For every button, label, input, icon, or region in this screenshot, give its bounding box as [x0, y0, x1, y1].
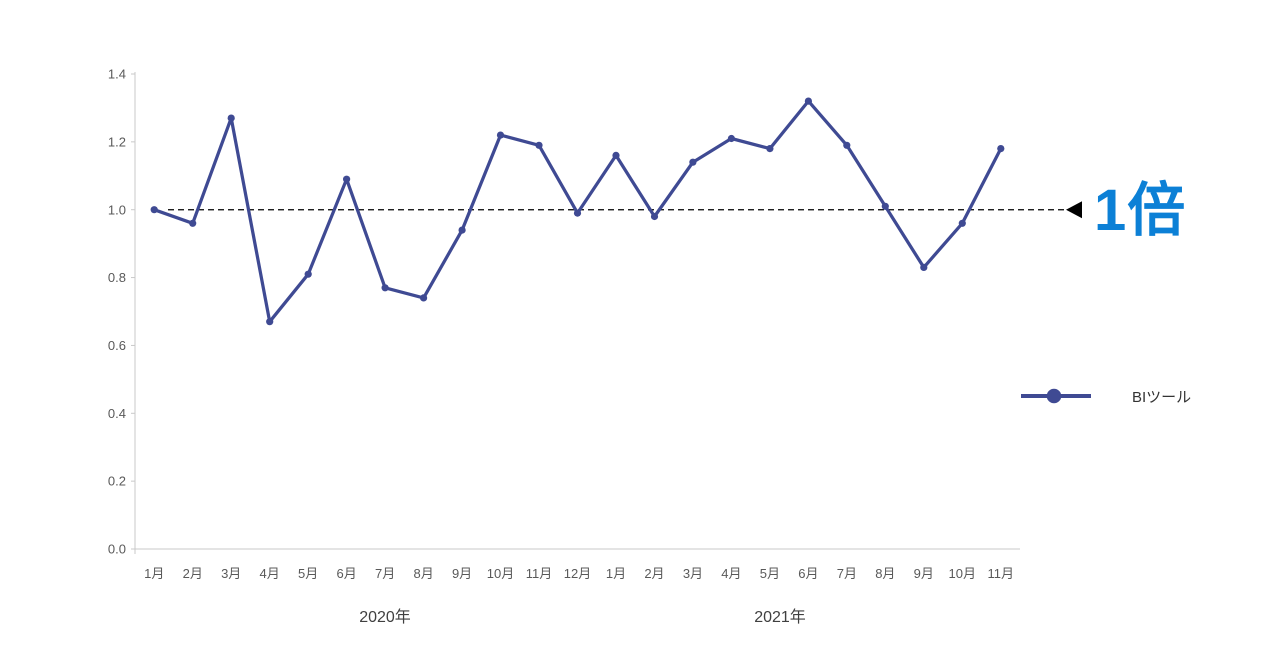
data-point-marker	[612, 151, 620, 159]
x-tick-label: 10月	[487, 566, 514, 581]
legend-line-marker-icon	[1021, 388, 1091, 404]
data-point-marker	[689, 158, 697, 166]
data-point-marker	[227, 114, 235, 122]
data-point-marker	[535, 141, 543, 149]
x-tick-label: 5月	[760, 566, 780, 581]
x-tick-label: 4月	[721, 566, 741, 581]
x-tick-label: 11月	[526, 566, 553, 581]
x-tick-label: 10月	[949, 566, 976, 581]
year-label: 2021年	[754, 608, 806, 626]
x-tick-label: 2月	[644, 566, 664, 581]
data-point-marker	[881, 202, 889, 210]
year-label: 2020年	[359, 608, 411, 626]
y-tick-label: 0.0	[108, 542, 126, 557]
y-tick-label: 0.2	[108, 474, 126, 489]
reference-arrow-icon	[1066, 201, 1082, 219]
x-tick-label: 6月	[798, 566, 818, 581]
x-tick-label: 9月	[452, 566, 472, 581]
reference-line-label: 1倍	[1094, 178, 1187, 243]
x-tick-label: 11月	[988, 566, 1015, 581]
data-point-marker	[343, 175, 351, 183]
x-tick-label: 7月	[375, 566, 395, 581]
data-point-marker	[843, 141, 851, 149]
x-tick-label: 5月	[298, 566, 318, 581]
data-point-marker	[266, 318, 274, 326]
x-tick-label: 2月	[183, 566, 203, 581]
data-point-marker	[804, 97, 813, 105]
x-tick-label: 12月	[564, 566, 591, 581]
legend-series-label: BIツール	[1132, 388, 1192, 406]
x-tick-label: 9月	[914, 566, 934, 581]
data-point-marker	[150, 206, 158, 214]
x-tick-label: 3月	[683, 566, 703, 581]
data-point-marker	[958, 219, 966, 227]
x-tick-label: 3月	[221, 566, 241, 581]
data-point-marker	[496, 131, 505, 139]
y-tick-label: 1.0	[108, 202, 126, 217]
x-tick-label: 6月	[337, 566, 357, 581]
y-tick-label: 1.4	[108, 67, 126, 82]
x-tick-label: 4月	[260, 566, 280, 581]
y-tick-label: 1.2	[108, 134, 126, 149]
data-point-marker	[420, 294, 428, 302]
data-point-marker	[727, 134, 736, 143]
data-point-marker	[920, 263, 928, 271]
y-tick-label: 0.6	[108, 338, 126, 353]
x-tick-label: 8月	[875, 566, 895, 581]
data-point-marker	[381, 284, 389, 292]
data-point-marker	[189, 219, 197, 227]
data-point-marker	[304, 270, 312, 278]
x-tick-label: 1月	[144, 566, 164, 581]
x-tick-label: 1月	[606, 566, 626, 581]
data-point-marker	[997, 145, 1005, 153]
y-tick-label: 0.4	[108, 406, 126, 421]
legend: BIツール	[1020, 387, 1192, 406]
data-point-marker	[573, 209, 582, 217]
data-point-marker	[766, 145, 774, 153]
data-point-marker	[650, 212, 659, 221]
data-point-marker	[458, 226, 466, 234]
y-tick-label: 0.8	[108, 270, 126, 285]
x-tick-label: 7月	[837, 566, 857, 581]
x-tick-label: 8月	[413, 566, 433, 581]
